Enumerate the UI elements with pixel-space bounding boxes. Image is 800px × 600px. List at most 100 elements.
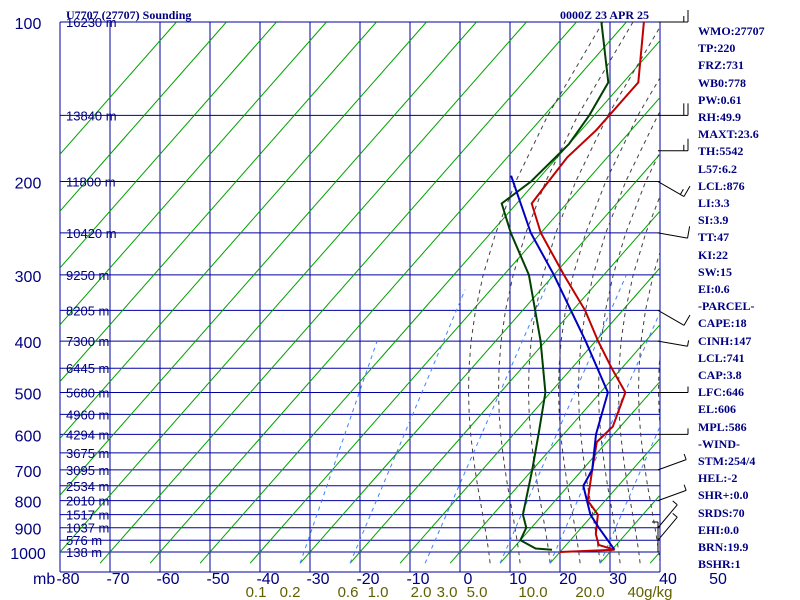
wind-barb-flag (683, 453, 687, 460)
mixing-ratio-label: 3.0 (437, 584, 458, 600)
index-item: PW:0.61 (698, 92, 742, 107)
height-label: 138 m (66, 545, 102, 560)
height-label: 576 m (66, 533, 102, 548)
temperature-tick-label: 0 (464, 571, 473, 588)
index-item: MPL:586 (698, 419, 747, 434)
isotherm-line (199, 39, 660, 564)
wind-barb (658, 103, 689, 116)
wind-barb-flag (672, 512, 678, 518)
mixing-ratio-label: 40g/kg (627, 584, 672, 600)
temperature-tick-label: -20 (356, 571, 379, 588)
isotherm-line (249, 96, 660, 564)
height-label: 10420 m (66, 226, 117, 241)
isotherm-line (60, 22, 477, 496)
wind-barb (657, 309, 691, 326)
height-label: 1037 m (66, 521, 109, 536)
wind-barb (657, 453, 687, 471)
isotherm-line (349, 210, 660, 564)
index-item: RH:49.9 (698, 110, 741, 125)
chart-grid (59, 21, 661, 573)
height-label: 7300 m (66, 334, 109, 349)
temperature-tick-label: -60 (156, 571, 179, 588)
wind-barb (657, 226, 691, 239)
isotherm-line (99, 22, 577, 564)
stability-indices-list: WMO:27707 TP:220 FRZ:731 WB0:778 PW:0.61 RH:4… (698, 23, 765, 574)
isotherm-line (60, 22, 327, 326)
wind-barb (657, 500, 678, 529)
wind-barb-staff (657, 232, 688, 239)
height-label: 16230 m (66, 15, 117, 30)
chart-title: U7707 (27707) Sounding (66, 8, 192, 22)
height-label: 5680 m (66, 385, 109, 400)
index-item: EL:606 (698, 402, 737, 417)
chart-series (500, 22, 645, 553)
temperature-tick-label: -80 (56, 571, 79, 588)
index-item: STM:254/4 (698, 454, 756, 469)
height-label: 13840 m (66, 108, 117, 123)
wind-barb (652, 521, 659, 552)
pressure-tick-label: 1000 (10, 546, 46, 563)
wind-barb-staff (657, 489, 687, 502)
index-item: TT:47 (698, 230, 730, 245)
temperature-line (530, 22, 645, 553)
y-axis-unit: mb (33, 571, 55, 588)
isotherm-line (60, 22, 377, 383)
height-label: 3675 m (66, 446, 109, 461)
height-label: 1517 m (66, 508, 109, 523)
index-item: KI:22 (698, 247, 728, 262)
height-label: 6445 m (66, 361, 109, 376)
index-item: EHI:0.0 (698, 522, 740, 537)
wind-barb-staff (657, 459, 687, 471)
wind-barb-flag (683, 314, 691, 326)
isotherm-line (399, 267, 660, 564)
isotherm-line (499, 380, 660, 564)
pressure-tick-label: 300 (15, 269, 42, 286)
wind-barb-staff (657, 181, 685, 197)
index-item: HEL:-2 (698, 471, 738, 486)
index-item: BRN:19.9 (698, 540, 749, 555)
index-item: SI:3.9 (698, 213, 729, 228)
wind-barb (657, 512, 678, 541)
index-item: L57:6.2 (698, 161, 737, 176)
height-label: 11800 m (66, 175, 116, 190)
index-item: WB0:778 (698, 75, 746, 90)
temperature-tick-label: -70 (106, 571, 129, 588)
wind-barb (657, 484, 687, 502)
pressure-tick-label: 400 (15, 335, 42, 352)
mixing-ratio-label: 10.0 (518, 584, 547, 600)
wind-barb-flag (679, 188, 684, 195)
index-item: CAPE:18 (698, 316, 747, 331)
wind-barb-staff (657, 504, 678, 529)
isotherm-line (60, 22, 277, 269)
index-item: MAXT:23.6 (698, 127, 759, 142)
parcel-line (510, 175, 616, 551)
pressure-tick-label: 100 (15, 16, 42, 33)
height-label: 3095 m (66, 463, 109, 478)
wind-barb (657, 181, 691, 197)
index-item: LCL:876 (698, 178, 745, 193)
temperature-tick-label: 50 (709, 571, 727, 588)
temperature-tick-label: 40 (659, 571, 677, 588)
sounding-time: 0000Z 23 APR 25 (560, 8, 650, 22)
index-item: TH:5542 (698, 144, 744, 159)
index-item: TP:220 (698, 41, 736, 56)
wind-barb (657, 340, 690, 347)
wind-barb-staff (657, 309, 685, 326)
index-item: FRZ:731 (698, 58, 744, 73)
height-label: 2534 m (66, 479, 109, 494)
mixing-ratio-label: 20.0 (575, 584, 604, 600)
height-label: 4960 m (66, 407, 109, 422)
chart-adiabats (60, 22, 660, 564)
index-item: BSHR:1 (698, 557, 741, 572)
wind-barb (658, 10, 689, 23)
wind-barb-staff (657, 516, 678, 541)
mixing-ratio-line (499, 274, 627, 564)
index-item: CINH:147 (698, 333, 752, 348)
temperature-tick-label: -50 (206, 571, 229, 588)
pressure-tick-label: 600 (15, 428, 42, 445)
index-item: SHR+:0.0 (698, 488, 749, 503)
temperature-tick-label: 10 (509, 571, 527, 588)
wind-barb-flag (683, 484, 687, 491)
temperature-tick-label: -30 (306, 571, 329, 588)
